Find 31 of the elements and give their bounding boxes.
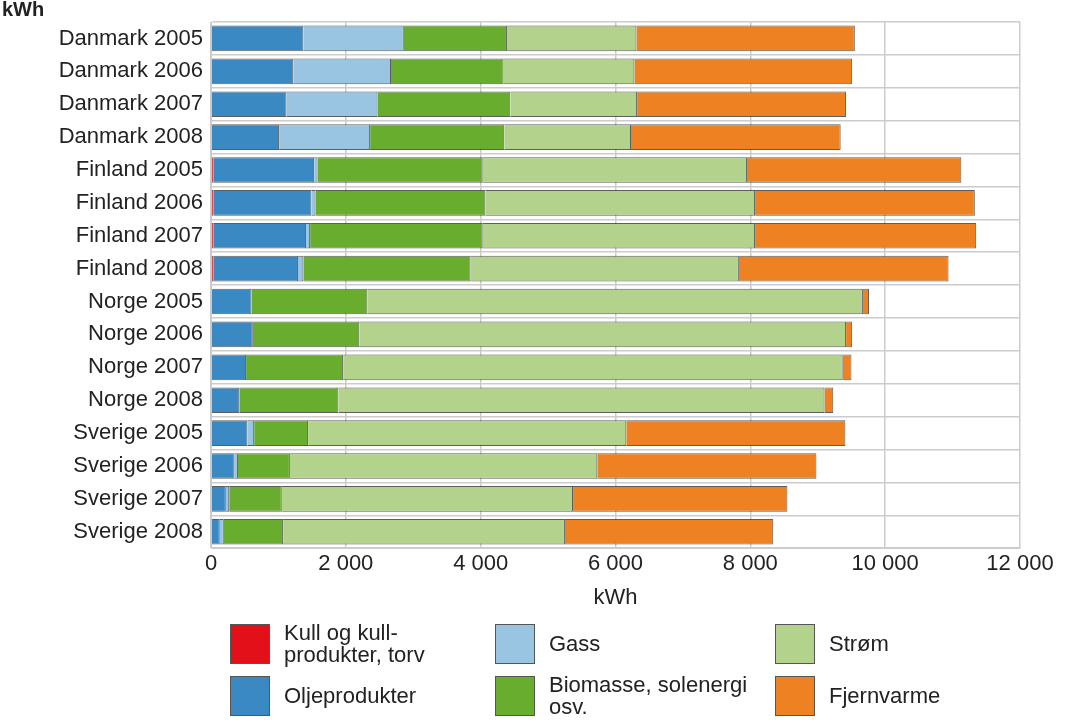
y-tick-label: Sverige 2006 — [73, 452, 203, 478]
y-tick-label: Norge 2007 — [88, 353, 203, 379]
y-tick-label: Finland 2008 — [75, 254, 203, 280]
legend-label: Biomasse, solenergi osv. — [549, 672, 749, 719]
y-tick-label: Danmark 2006 — [58, 57, 203, 83]
y-tick-label: Finland 2007 — [75, 221, 203, 247]
y-tick-label: Sverige 2007 — [73, 484, 203, 510]
legend-label: Gass — [549, 631, 602, 656]
y-tick-label: Danmark 2008 — [58, 123, 203, 149]
legend-label: Oljeprodukter — [284, 683, 418, 708]
y-tick-label: Danmark 2007 — [58, 90, 203, 116]
legend-label: Kull og kull-produkter, torv — [284, 620, 426, 667]
y-tick-label: Norge 2006 — [88, 320, 203, 346]
legend-label: Fjernvarme — [829, 683, 942, 708]
x-tick-label: 8 000 — [722, 550, 778, 576]
y-tick-label: Finland 2006 — [75, 188, 203, 214]
x-tick-label: 2 000 — [318, 550, 374, 576]
x-tick-label: 12 000 — [986, 550, 1054, 576]
x-axis-title: kWh — [593, 583, 638, 609]
y-tick-label: Norge 2008 — [88, 386, 203, 412]
x-tick-label: 0 — [204, 550, 218, 576]
y-tick-label: Danmark 2005 — [58, 24, 203, 50]
x-tick-label: 4 000 — [453, 550, 509, 576]
y-tick-label: Sverige 2008 — [73, 517, 203, 543]
legend-label: Strøm — [829, 631, 890, 656]
y-tick-label: Sverige 2005 — [73, 419, 203, 445]
y-tick-label: Finland 2005 — [75, 156, 203, 182]
x-tick-label: 6 000 — [587, 550, 644, 576]
x-tick-label: 10 000 — [851, 550, 919, 576]
y-axis-title: kWh — [2, 0, 45, 20]
y-tick-label: Norge 2005 — [88, 287, 203, 313]
